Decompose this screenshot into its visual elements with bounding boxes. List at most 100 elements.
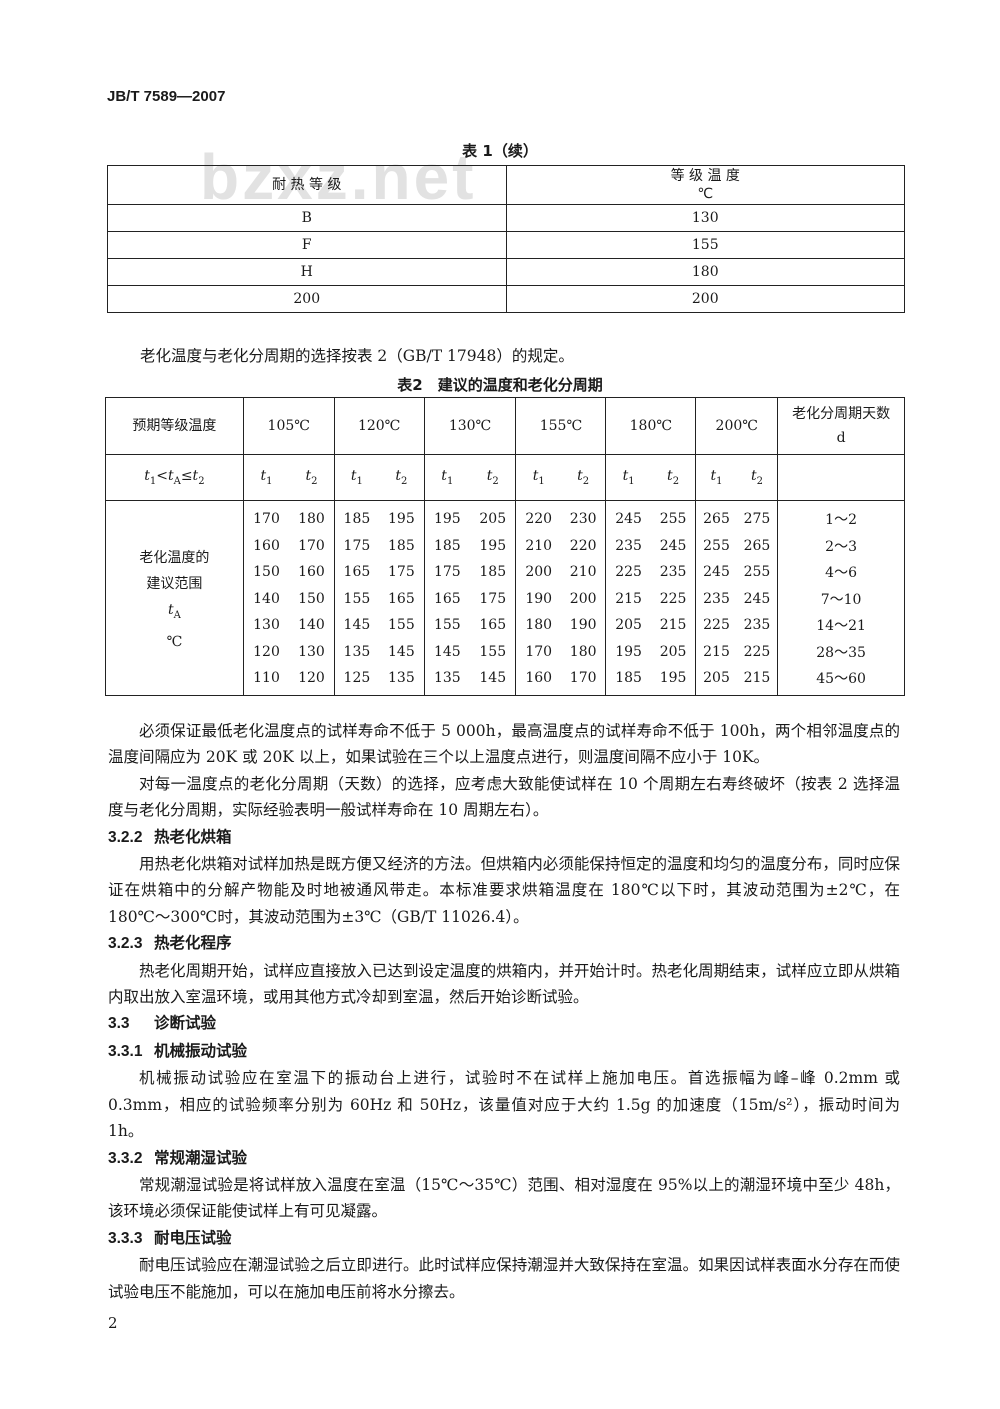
- table-cell: 255: [695, 532, 737, 559]
- subscript: 2: [492, 475, 499, 487]
- table-cell: 165: [470, 612, 517, 639]
- subscript: 1: [149, 475, 157, 487]
- table-cell: F: [107, 231, 507, 259]
- header-row: 耐 热 等 级 等 级 温 度 ℃: [107, 165, 905, 205]
- table-row: 160 170 175 185 185 195 210 220 235 245 255 265 2～3: [106, 532, 905, 559]
- table-cell: 155: [423, 612, 471, 639]
- table-2: 预期等级温度 105℃ 120℃ 130℃ 155℃ 180℃ 200℃ 老化分周期天数 d t1…: [105, 397, 905, 696]
- subscript: A: [173, 610, 181, 622]
- subscript: 1: [446, 475, 454, 487]
- table-cell: 205: [695, 665, 737, 696]
- table-cell: 195: [423, 500, 471, 533]
- subscript: 1: [538, 475, 545, 487]
- header-cell: 120℃: [333, 397, 425, 455]
- paragraph: 常规潮湿试验是将试样放入温度在室温（15℃～35℃）范围、相对湿度在 95%以上…: [108, 1175, 900, 1221]
- table-cell: 160: [289, 559, 335, 586]
- table-cell: 215: [650, 612, 697, 639]
- table-cell: H: [107, 258, 507, 286]
- symbol: t: [710, 468, 717, 485]
- table-cell: 220: [515, 500, 561, 533]
- table-cell: 185: [423, 532, 471, 559]
- table-cell: 120: [289, 665, 335, 696]
- symbol: t: [532, 468, 539, 485]
- table-cell: 175: [470, 585, 517, 612]
- table-cell: 210: [515, 532, 561, 559]
- sub-header-cell: t1: [515, 454, 561, 501]
- header-cell: 105℃: [242, 397, 335, 455]
- sub-header-cell: t1: [605, 454, 651, 501]
- table-cell: 245: [736, 585, 779, 612]
- symbol: t: [486, 468, 493, 485]
- symbol: t: [144, 468, 150, 485]
- table-cell: 230: [560, 500, 607, 533]
- section-heading: 3.2.2 热老化烘箱: [108, 824, 900, 851]
- table-row: 140 150 155 165 165 175 190 200 215 225 235 245 7～10: [106, 585, 905, 612]
- table-cell: 155: [505, 231, 905, 259]
- table-cell: 190: [515, 585, 561, 612]
- subscript: 1: [716, 475, 723, 487]
- table-cell: 140: [289, 612, 335, 639]
- section-title: 常规潮湿试验: [154, 1148, 248, 1167]
- section-title: 机械振动试验: [154, 1041, 248, 1060]
- table-cell: 45～60: [777, 665, 905, 696]
- table-cell: 165: [379, 585, 425, 612]
- table-cell: 245: [605, 500, 651, 533]
- table-cell: 1～2: [777, 500, 905, 533]
- table-cell: 145: [470, 665, 517, 696]
- table-cell: 7～10: [777, 585, 905, 612]
- table-cell: 165: [333, 559, 380, 586]
- header-cell: 等 级 温 度 ℃: [505, 165, 905, 205]
- table-cell: 215: [605, 585, 651, 612]
- table-cell: 245: [650, 532, 697, 559]
- cell-line: d: [836, 430, 846, 446]
- table-cell: 175: [423, 559, 471, 586]
- table-cell: 28～35: [777, 638, 905, 665]
- table-cell: 165: [423, 585, 471, 612]
- header-cell: 130℃: [423, 397, 517, 455]
- sub-header-cell: t1: [423, 454, 471, 501]
- table-cell: 195: [470, 532, 517, 559]
- table-row: 130 140 145 155 155 165 180 190 205 215 225 235 14～2…: [106, 612, 905, 639]
- section-heading: 3.3.2 常规潮湿试验: [108, 1145, 900, 1172]
- table-cell: 200: [107, 285, 507, 313]
- table-cell: 155: [379, 612, 425, 639]
- paragraph: 对每一温度点的老化分周期（天数）的选择，应考虑大致能使试样在 10 个周期左右寿…: [108, 774, 900, 820]
- table-cell: 175: [333, 532, 380, 559]
- subscript: 2: [672, 475, 680, 487]
- paragraph: 老化温度与老化分周期的选择按表 2（GB/T 17948）的规定。: [140, 347, 574, 365]
- subscript: 2: [756, 475, 763, 487]
- subscript: 1: [356, 475, 363, 487]
- header-cell: 200℃: [695, 397, 779, 455]
- table-row: 150 160 165 175 175 185 200 210 225 235 245 255 4～6: [106, 559, 905, 586]
- table-cell: 200: [505, 285, 905, 313]
- table-cell: 180: [515, 612, 561, 639]
- table-cell: 14～21: [777, 612, 905, 639]
- section-title: 诊断试验: [154, 1014, 217, 1033]
- symbol: t: [622, 468, 629, 485]
- section-number: 3.2.3: [108, 935, 143, 953]
- symbol: ≤t: [180, 468, 199, 485]
- header-row: t1<tA≤t2 t1 t2 t1 t2 t1 t2 t1 t2 t1 t2 t1 t2: [105, 454, 905, 501]
- table-cell: 130: [505, 204, 905, 232]
- table-cell: 210: [560, 559, 607, 586]
- symbol: t: [350, 468, 357, 485]
- doc-code: JB/T 7589—2007: [107, 88, 226, 105]
- paragraph: 必须保证最低老化温度点的试样寿命不低于 5 000h，最高温度点的试样寿命不低于…: [108, 722, 900, 767]
- table-cell: 195: [650, 665, 697, 696]
- table-cell: 170: [560, 665, 607, 696]
- table-cell: 235: [605, 532, 651, 559]
- table-cell: 140: [242, 585, 290, 612]
- table-cell: 145: [333, 612, 380, 639]
- table-cell: 195: [379, 500, 425, 533]
- table-cell: 130: [242, 612, 290, 639]
- table-cell: 180: [505, 258, 905, 286]
- table-cell: 170: [242, 500, 290, 533]
- table-cell: 225: [736, 638, 779, 665]
- table-cell: 205: [605, 612, 651, 639]
- sub-header-cell: t1: [695, 454, 737, 501]
- cell-line: ℃: [697, 186, 714, 202]
- subscript: 2: [582, 475, 590, 487]
- cell-line: 建议范围: [146, 576, 203, 593]
- table-cell: 235: [736, 612, 779, 639]
- paragraph: 耐电压试验应在潮湿试验之后立即进行。此时试样应保持潮湿并大致保持在室温。如果因试…: [108, 1256, 900, 1301]
